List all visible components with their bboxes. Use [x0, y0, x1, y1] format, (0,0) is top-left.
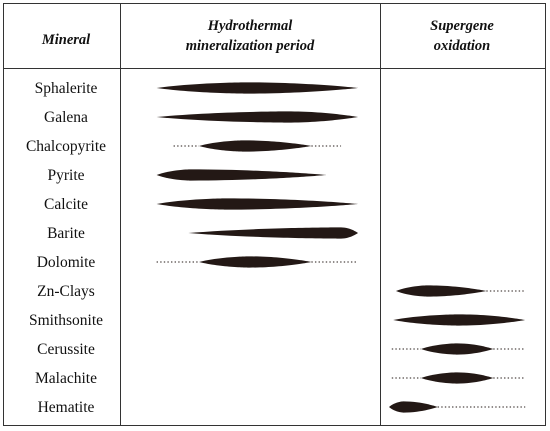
abundance-bar — [199, 256, 312, 268]
mineral-label: Zn-Clays — [37, 283, 95, 300]
mineral-label: Chalcopyrite — [26, 138, 106, 155]
mineral-label: Calcite — [44, 196, 88, 213]
mineral-label: Galena — [44, 109, 88, 126]
table-frame — [3, 3, 546, 426]
header-hydrothermal-line1: Hydrothermal — [207, 18, 293, 34]
abundance-bar — [156, 169, 327, 181]
abundance-bar — [156, 111, 358, 123]
abundance-bar — [420, 343, 494, 355]
abundance-bar — [393, 314, 526, 326]
mineral-label: Smithsonite — [29, 312, 103, 329]
abundance-bar — [395, 285, 487, 297]
abundance-bar — [188, 227, 358, 239]
abundance-bar — [156, 82, 358, 94]
mineral-label: Sphalerite — [35, 80, 98, 97]
abundance-bar — [420, 372, 494, 384]
header-hydrothermal-line2: mineralization period — [186, 38, 315, 54]
mineral-label: Cerussite — [37, 341, 95, 358]
mineral-label: Hematite — [38, 399, 95, 416]
header-supergene-line2: oxidation — [434, 38, 490, 54]
mineral-label: Dolomite — [37, 254, 96, 271]
abundance-bar — [389, 401, 438, 413]
mineral-label: Malachite — [35, 370, 97, 387]
mineral-label: Pyrite — [47, 167, 84, 184]
mineral-rows: Sphalerite Galena Chalcopyrite Pyrite Calcit… — [26, 80, 526, 416]
abundance-bar — [199, 140, 312, 152]
header-mineral: Mineral — [41, 32, 90, 48]
header-supergene-line1: Supergene — [430, 18, 494, 34]
abundance-bar — [156, 198, 358, 210]
mineral-label: Barite — [47, 225, 85, 242]
